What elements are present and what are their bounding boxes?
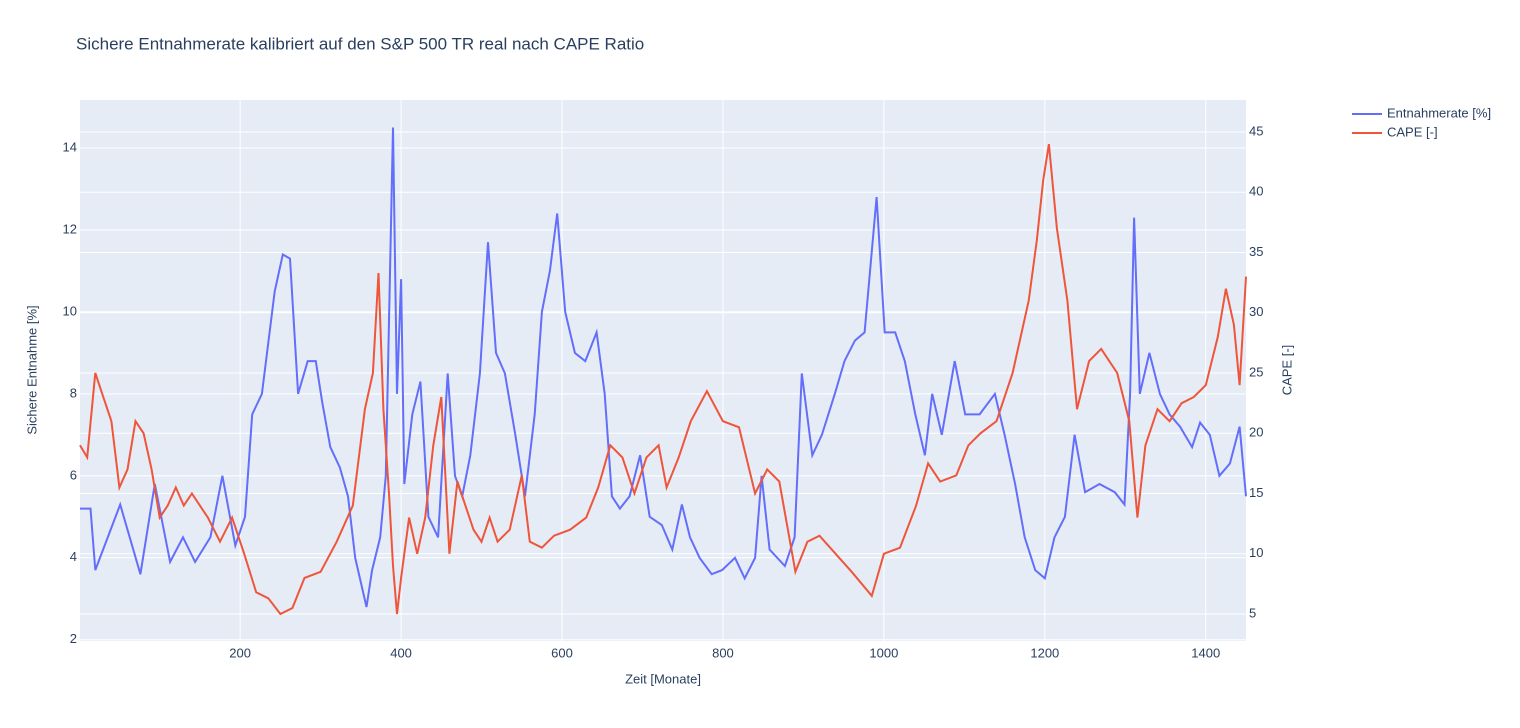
legend-label: Entnahmerate [%] xyxy=(1387,105,1491,120)
x-tick-label: 800 xyxy=(712,645,734,660)
x-tick-label: 600 xyxy=(551,645,573,660)
x-tick-label: 1000 xyxy=(869,645,898,660)
plot-area xyxy=(80,100,1246,641)
y2-tick-label: 35 xyxy=(1249,244,1263,259)
y-tick-label: 10 xyxy=(63,303,77,318)
y2-tick-label: 5 xyxy=(1249,605,1256,620)
y-tick-label: 14 xyxy=(63,139,77,154)
y2-tick-label: 15 xyxy=(1249,485,1263,500)
series-line xyxy=(79,143,1247,616)
y-tick-label: 2 xyxy=(70,631,77,646)
series-line xyxy=(80,127,1247,608)
y2-axis-label: CAPE [-] xyxy=(1279,345,1294,396)
y2-tick-label: 45 xyxy=(1249,123,1263,138)
y-tick-label: 8 xyxy=(70,385,77,400)
y2-tick-label: 40 xyxy=(1249,184,1263,199)
y2-tick-label: 10 xyxy=(1249,545,1263,560)
y-tick-label: 4 xyxy=(70,549,77,564)
y2-tick-label: 30 xyxy=(1249,304,1263,319)
x-tick-label: 400 xyxy=(390,645,412,660)
chart-title: Sichere Entnahmerate kalibriert auf den … xyxy=(76,34,644,53)
y-axis-label: Sichere Entnahme [%] xyxy=(24,305,39,434)
x-tick-label: 1200 xyxy=(1030,645,1059,660)
legend-label: CAPE [-] xyxy=(1387,124,1438,139)
y-tick-label: 12 xyxy=(63,221,77,236)
x-axis-label: Zeit [Monate] xyxy=(625,671,701,686)
y-tick-label: 6 xyxy=(70,467,77,482)
x-tick-label: 1400 xyxy=(1191,645,1220,660)
y2-tick-label: 20 xyxy=(1249,425,1263,440)
x-tick-label: 200 xyxy=(229,645,251,660)
y2-tick-label: 25 xyxy=(1249,364,1263,379)
